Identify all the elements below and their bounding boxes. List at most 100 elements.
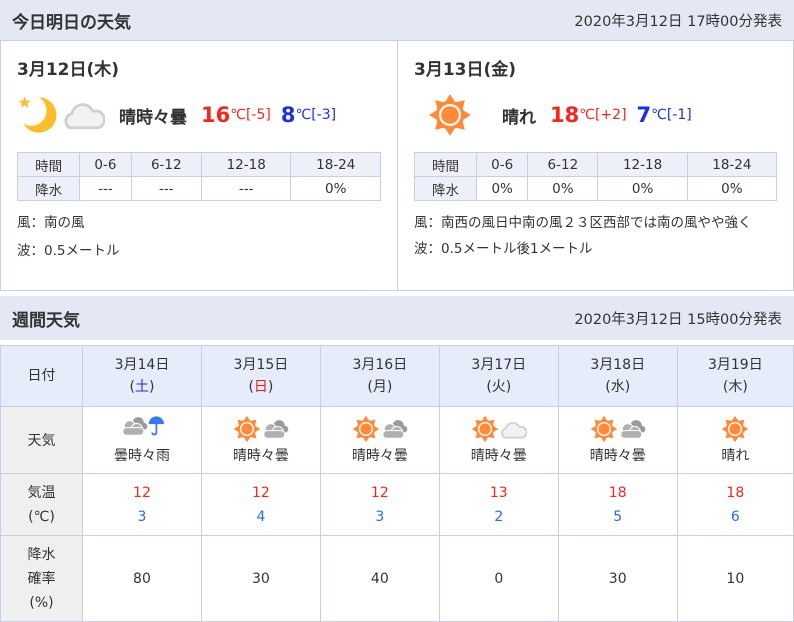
weekly-date: 3月16日: [352, 357, 408, 373]
sun-icon: [429, 94, 471, 136]
weekly-weather: 曇時々雨: [113, 448, 170, 464]
weekly-temp-cell: 12 4: [200, 473, 321, 536]
high-unit: ℃: [579, 107, 595, 123]
weather-text: 晴時々曇: [119, 107, 187, 128]
weekly-date-cell: 3月16日 (月): [319, 345, 440, 407]
weekly-title: 週間天気: [12, 310, 80, 331]
weekly-date: 3月14日: [114, 357, 170, 373]
high-diff: [+2]: [594, 107, 627, 123]
weekly-weather: 晴時々曇: [351, 448, 408, 464]
weekly-dow: 水: [610, 379, 625, 395]
cloud-icon: [64, 103, 105, 130]
period: 0-6: [476, 152, 529, 177]
sun-icon: [722, 415, 749, 443]
rain-label-3: (%): [29, 594, 54, 611]
period: 0-6: [79, 152, 132, 177]
low-temp: 7: [636, 103, 652, 127]
weekly-date-cell: 3月19日 (木): [676, 345, 794, 407]
temp-unit: (℃): [28, 508, 55, 525]
low-unit: ℃: [651, 107, 667, 123]
weekly-temp-cell: 12 3: [82, 473, 202, 536]
today-title: 今日明日の天気: [12, 12, 131, 33]
period: 12-18: [597, 152, 688, 177]
weekly-high: 12: [251, 484, 270, 501]
weekly-high: 12: [370, 484, 389, 501]
low-temp: 8: [280, 103, 296, 127]
today-issued: 2020年3月12日 17時00分発表: [574, 13, 782, 30]
sun-icon: [352, 415, 380, 443]
weather-label: 天気: [0, 406, 83, 474]
rain-value: 0%: [686, 176, 778, 201]
weekly-high: 13: [489, 484, 508, 501]
sun-icon: [590, 415, 618, 443]
rain-value: ---: [79, 176, 132, 201]
weekly-rain: 80: [82, 535, 202, 622]
rain-value: 0%: [476, 176, 529, 201]
period: 18-24: [686, 152, 778, 177]
weekly-weather-cell: 晴れ: [676, 406, 794, 474]
weekly-high: 12: [133, 484, 151, 501]
weekly-table: 日付 3月14日 (土) 3月15日 (日) 3月16日 (月) 3月17日 (火) 3月18日(…: [0, 345, 794, 622]
weekly-low: 3: [137, 508, 147, 525]
weather-icons: [17, 93, 105, 137]
cloud-dark-icon: [619, 419, 646, 439]
weekly-header: 週間天気 2020年3月12日 15時00分発表: [0, 296, 794, 340]
weekly-date-cell: 3月17日 (火): [438, 345, 559, 407]
weather-icons: [428, 93, 472, 137]
umbrella-icon: [148, 416, 164, 436]
weekly-date: 3月17日: [471, 357, 527, 373]
wave-text: 波：0.5メートル後1メートル: [414, 241, 593, 257]
wave-text: 波：0.5メートル: [17, 243, 120, 259]
high-temp: 18: [550, 103, 580, 127]
rain-label-1: 降水: [27, 546, 56, 563]
wind-text: 風：南の風: [17, 215, 85, 231]
rain-label: 降水: [16, 176, 81, 201]
sun-icon: [471, 415, 499, 443]
weekly-weather-cell: 晴時々曇: [438, 406, 559, 474]
weekly-high: 18: [608, 484, 627, 501]
temp-label: 気温: [27, 484, 56, 501]
weekly-temp-cell: 18 5: [557, 473, 678, 536]
weekly-date-cell: 3月15日 (日): [200, 345, 321, 407]
weekly-rain: 40: [319, 535, 440, 622]
time-label: 時間: [413, 152, 478, 177]
period: 12-18: [200, 152, 292, 177]
period: 18-24: [290, 152, 381, 177]
weekly-low: 4: [256, 508, 266, 525]
cloud-dark-icon: [263, 419, 289, 439]
cloud-light-icon: [500, 421, 527, 439]
weekly-dow: 火: [491, 379, 506, 395]
weekly-temp-cell: 18 6: [676, 473, 794, 536]
weekly-date-cell: 3月14日 (土): [82, 345, 202, 407]
weekly-date: 3月19日: [707, 357, 763, 373]
weekly-weather: 晴れ: [721, 448, 750, 464]
date-label: 日付: [0, 345, 83, 407]
weekly-dow: 木: [728, 379, 743, 395]
weekly-weather-cell: 晴時々曇: [557, 406, 678, 474]
high-diff: [-5]: [245, 107, 271, 123]
rain-label: 降水: [413, 176, 478, 201]
period: 6-12: [130, 152, 202, 177]
weekly-temp-cell: 12 3: [319, 473, 440, 536]
today-tomorrow-panels: 3月12日(木) 晴時々曇 16 ℃[-5] 8 ℃[-3] 時間 0-6 6-12 12…: [0, 40, 794, 291]
rain-label-2: 確率: [27, 570, 56, 587]
rain-value: ---: [200, 176, 292, 201]
weekly-date: 3月15日: [233, 357, 289, 373]
low-unit: ℃: [295, 107, 312, 123]
weekly-low: 2: [494, 508, 504, 525]
high-unit: ℃: [230, 107, 246, 123]
weekly-rain: 30: [200, 535, 321, 622]
low-diff: [-1]: [666, 107, 692, 123]
wind-text: 風：南西の風日中南の風２３区西部では南の風やや強く: [414, 215, 752, 231]
rain-value: 0%: [290, 176, 381, 201]
weekly-weather: 晴時々曇: [470, 448, 527, 464]
weekly-dow: 土: [134, 379, 149, 395]
period: 6-12: [527, 152, 599, 177]
weekly-dow: 日: [253, 379, 268, 395]
weekly-rain: 30: [557, 535, 678, 622]
weekly-rain: 10: [676, 535, 794, 622]
weekly-issued: 2020年3月12日 15時00分発表: [574, 311, 782, 328]
weekly-low: 3: [375, 508, 385, 525]
cloud-dark-icon: [382, 419, 408, 439]
weekly-low: 6: [730, 508, 740, 525]
